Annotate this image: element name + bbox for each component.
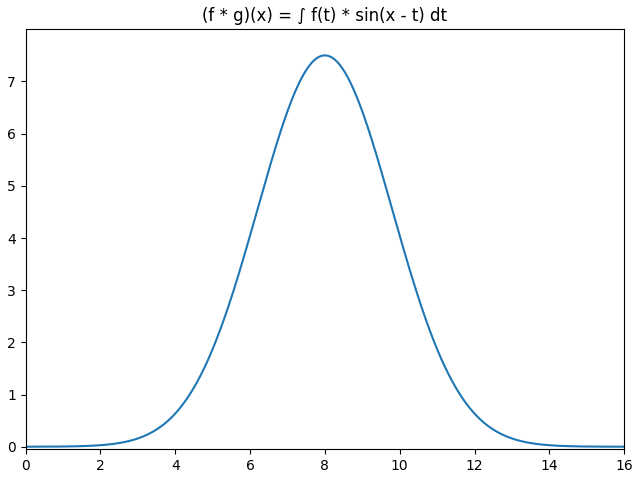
Title: (f * g)(x) = ∫ f(t) * sin(x - t) dt: (f * g)(x) = ∫ f(t) * sin(x - t) dt [202, 7, 447, 25]
